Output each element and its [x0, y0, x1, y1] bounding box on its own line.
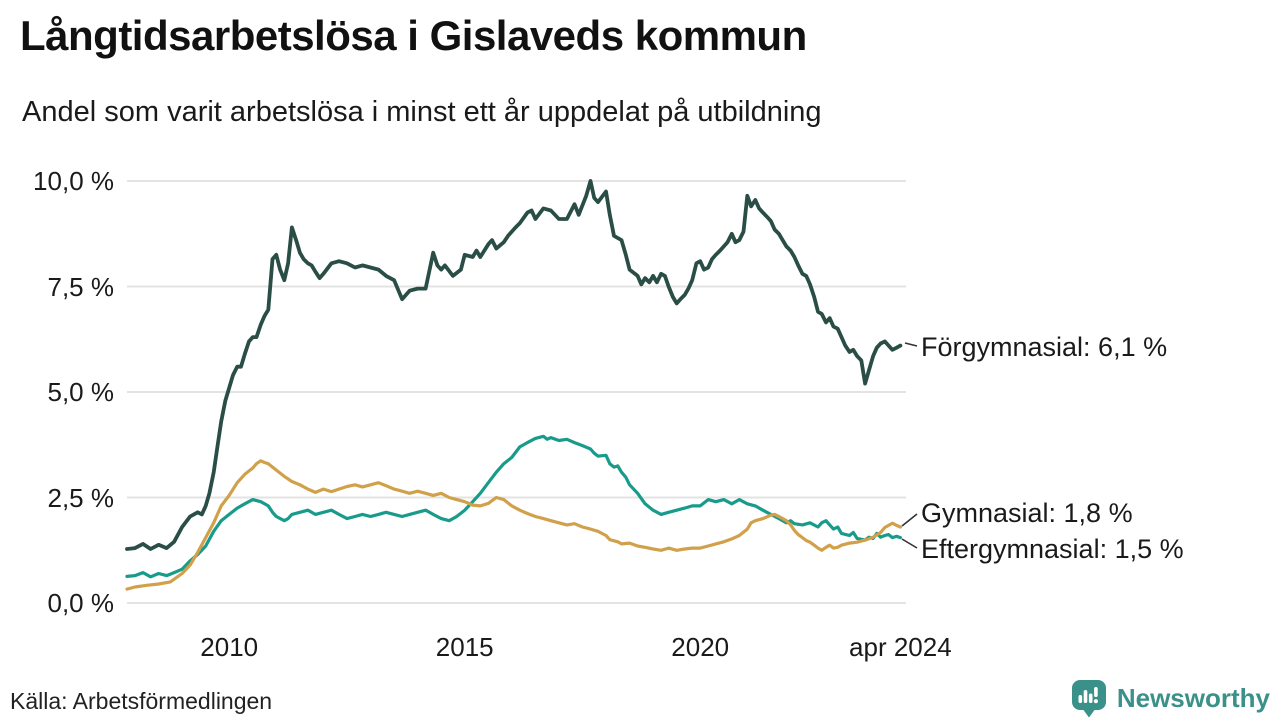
gymnasial-line	[125, 459, 903, 591]
eftergymnasial-line	[125, 434, 903, 579]
newsworthy-bar-chart-bubble-icon	[1071, 680, 1106, 718]
x-tick-label: 2010	[200, 632, 259, 662]
series-end-label-gymnasial: Gymnasial: 1,8 %	[921, 498, 1133, 528]
page-title: Långtidsarbetslösa i Gislaveds kommun	[20, 12, 807, 59]
y-tick-label: 0,0 %	[47, 588, 115, 618]
chart-subtitle: Andel som varit arbetslösa i minst ett å…	[22, 96, 822, 128]
leader-gymnasial	[901, 513, 918, 527]
series-end-label-forgymnasial: Förgymnasial: 6,1 %	[921, 332, 1168, 362]
newsworthy-logo: Newsworthy	[1069, 678, 1270, 718]
gridlines	[127, 180, 906, 604]
series-end-label-eftergymnasial: Eftergymnasial: 1,5 %	[921, 534, 1184, 564]
leader-eftergymnasial	[901, 538, 918, 549]
x-tick-label: 2020	[671, 632, 730, 662]
series-lines	[125, 179, 903, 591]
y-tick-label: 7,5 %	[47, 271, 115, 302]
x-tick-label: 2015	[435, 632, 494, 662]
y-tick-label: 2,5 %	[47, 482, 115, 513]
y-tick-label: 5,0 %	[47, 377, 115, 407]
source-note: Källa: Arbetsförmedlingen	[10, 688, 273, 714]
förgymnasial-line	[125, 179, 903, 551]
newsworthy-logo-text: Newsworthy	[1116, 682, 1270, 713]
y-tick-label: 10,0 %	[33, 166, 114, 196]
x-tick-label: apr 2024	[849, 632, 952, 662]
leader-forgymnasial	[904, 342, 918, 347]
